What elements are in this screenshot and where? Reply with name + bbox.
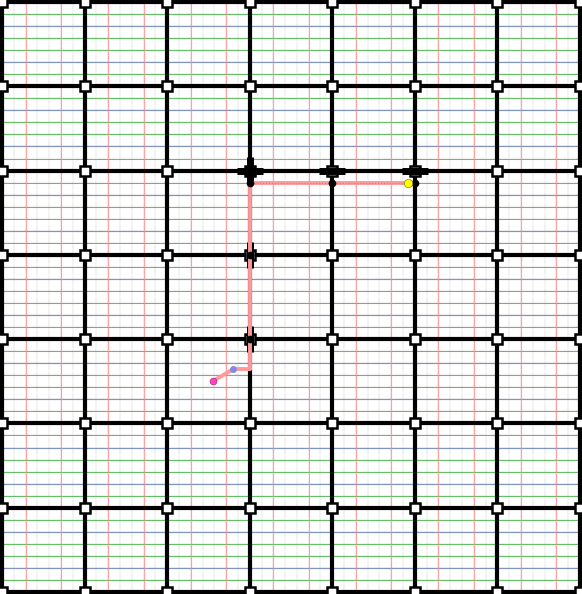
Bar xyxy=(327,0,338,7)
Bar xyxy=(244,166,255,176)
Bar xyxy=(80,250,90,260)
Bar xyxy=(575,250,582,260)
Bar xyxy=(410,81,420,91)
Bar xyxy=(0,166,7,176)
Bar xyxy=(162,250,172,260)
Bar xyxy=(80,0,90,7)
Bar xyxy=(0,250,7,260)
Bar xyxy=(327,250,338,260)
Bar xyxy=(162,81,172,91)
Bar xyxy=(327,81,338,91)
Bar xyxy=(244,418,255,428)
Bar xyxy=(410,503,420,513)
Bar xyxy=(244,587,255,594)
Bar xyxy=(327,503,338,513)
Bar xyxy=(80,418,90,428)
Bar xyxy=(327,418,338,428)
Bar xyxy=(0,0,7,7)
Bar xyxy=(162,334,172,344)
Bar xyxy=(575,418,582,428)
Bar xyxy=(575,0,582,7)
Bar xyxy=(410,0,420,7)
Bar xyxy=(244,334,255,344)
Bar xyxy=(575,503,582,513)
Bar xyxy=(162,503,172,513)
Bar xyxy=(0,418,7,428)
Bar xyxy=(575,587,582,594)
Bar xyxy=(492,503,502,513)
Bar xyxy=(410,418,420,428)
Bar xyxy=(0,334,7,344)
Bar xyxy=(80,587,90,594)
Bar xyxy=(492,0,502,7)
Bar xyxy=(492,166,502,176)
Bar xyxy=(410,250,420,260)
Bar xyxy=(492,334,502,344)
Bar xyxy=(80,166,90,176)
Bar xyxy=(0,81,7,91)
Bar xyxy=(410,587,420,594)
Bar xyxy=(162,166,172,176)
Bar xyxy=(575,81,582,91)
Bar xyxy=(492,587,502,594)
Bar xyxy=(410,166,420,176)
Bar xyxy=(80,81,90,91)
Bar xyxy=(327,587,338,594)
Bar xyxy=(80,334,90,344)
Bar xyxy=(492,250,502,260)
Bar xyxy=(80,503,90,513)
Bar xyxy=(492,81,502,91)
Bar xyxy=(244,81,255,91)
Bar xyxy=(0,503,7,513)
Bar xyxy=(162,0,172,7)
Bar xyxy=(244,250,255,260)
Bar xyxy=(162,587,172,594)
Bar xyxy=(327,334,338,344)
Bar xyxy=(575,166,582,176)
Bar xyxy=(244,0,255,7)
Bar xyxy=(244,503,255,513)
Bar xyxy=(0,587,7,594)
Bar xyxy=(492,418,502,428)
Bar xyxy=(162,418,172,428)
Bar xyxy=(575,334,582,344)
Bar xyxy=(410,334,420,344)
Bar xyxy=(327,166,338,176)
